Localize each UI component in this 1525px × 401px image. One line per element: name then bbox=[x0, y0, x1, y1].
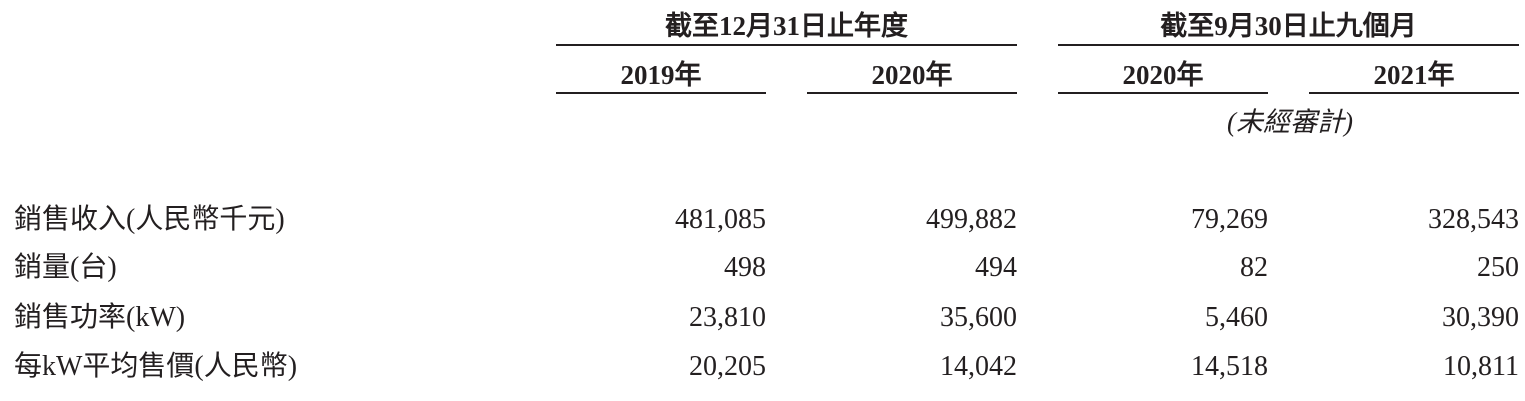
row-label: 每kW平均售價(人民幣) bbox=[14, 351, 298, 382]
row-value: 79,269 bbox=[1191, 204, 1268, 235]
table-row: 銷售收入(人民幣千元) 481,085 499,882 79,269 328,543 bbox=[0, 200, 1525, 240]
row-value: 498 bbox=[724, 252, 766, 283]
unaudited-note: (未經審計) bbox=[1227, 107, 1353, 137]
header-year-2020: 2020年 bbox=[807, 58, 1017, 94]
header-year-2021-nine-months: 2021年 bbox=[1309, 58, 1519, 94]
header-year-2019: 2019年 bbox=[556, 58, 766, 94]
row-value: 23,810 bbox=[689, 302, 766, 333]
row-label: 銷售收入(人民幣千元) bbox=[14, 204, 285, 235]
row-value: 30,390 bbox=[1442, 302, 1519, 333]
row-value: 494 bbox=[975, 252, 1017, 283]
row-label: 銷量(台) bbox=[14, 252, 117, 283]
row-value: 14,042 bbox=[940, 351, 1017, 382]
row-value: 14,518 bbox=[1191, 351, 1268, 382]
header-year-2020-nine-months: 2020年 bbox=[1058, 58, 1268, 94]
row-value: 499,882 bbox=[926, 204, 1017, 235]
row-value: 481,085 bbox=[675, 204, 766, 235]
table-row: 銷量(台) 498 494 82 250 bbox=[0, 248, 1525, 288]
row-value: 328,543 bbox=[1428, 204, 1519, 235]
table-row: 每kW平均售價(人民幣) 20,205 14,042 14,518 10,811 bbox=[0, 347, 1525, 387]
row-value: 250 bbox=[1477, 252, 1519, 283]
table-row: 銷售功率(kW) 23,810 35,600 5,460 30,390 bbox=[0, 298, 1525, 338]
row-value: 82 bbox=[1240, 252, 1268, 283]
row-label: 銷售功率(kW) bbox=[14, 302, 186, 333]
header-group-full-year: 截至12月31日止年度 bbox=[556, 8, 1017, 46]
row-value: 35,600 bbox=[940, 302, 1017, 333]
row-value: 10,811 bbox=[1443, 351, 1519, 382]
row-value: 5,460 bbox=[1205, 302, 1268, 333]
row-value: 20,205 bbox=[689, 351, 766, 382]
header-group-nine-months: 截至9月30日止九個月 bbox=[1058, 8, 1519, 46]
